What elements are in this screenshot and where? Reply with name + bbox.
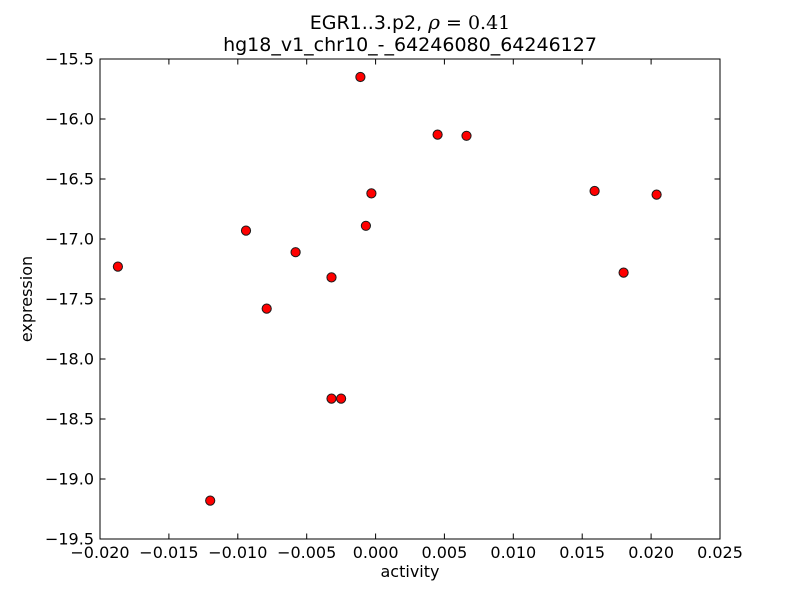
y-tick-label: −19.5: [45, 530, 94, 549]
x-tick-label: 0.020: [628, 543, 674, 562]
data-point: [205, 495, 216, 506]
data-point: [589, 185, 600, 197]
x-tick-label: 0.000: [353, 543, 399, 562]
y-tick-label: −17.0: [45, 230, 94, 249]
x-tick-label: −0.010: [208, 543, 267, 562]
data-point: [261, 303, 272, 314]
y-tick-label: −15.5: [45, 50, 94, 69]
y-tick-label: −16.5: [45, 170, 94, 189]
x-tick-label: −0.015: [139, 543, 198, 562]
data-point: [651, 189, 662, 200]
x-tick-label: −0.005: [277, 543, 336, 562]
data-point: [112, 261, 124, 272]
data-point: [355, 71, 366, 83]
y-tick-label: −18.5: [45, 410, 94, 429]
x-tick-label: 0.010: [490, 543, 536, 562]
data-point: [366, 188, 377, 199]
chart-subtitle: hg18_v1_chr10_-_64246080_64246127: [223, 34, 597, 56]
chart-title: EGR1..3.p2, ρ = 0.41: [310, 10, 511, 34]
data-point: [360, 220, 371, 231]
x-tick-label: 0.005: [421, 543, 467, 562]
data-point: [240, 225, 252, 236]
data-point: [336, 393, 347, 404]
data-point: [326, 272, 337, 283]
x-tick-label: −0.020: [70, 543, 129, 562]
x-tick-label: 0.015: [559, 543, 605, 562]
axes-frame: [99, 58, 721, 540]
data-point: [326, 393, 337, 404]
y-tick-label: −17.5: [45, 290, 94, 309]
data-point: [432, 129, 443, 140]
x-axis-label: activity: [381, 562, 440, 581]
data-point: [618, 267, 629, 278]
data-point: [290, 247, 301, 258]
y-tick-label: −18.0: [45, 350, 94, 369]
data-point: [461, 130, 472, 141]
y-axis-label: expression: [17, 256, 36, 342]
y-tick-label: −16.0: [45, 110, 94, 129]
y-tick-label: −19.0: [45, 470, 94, 489]
x-tick-label: 0.025: [697, 543, 743, 562]
